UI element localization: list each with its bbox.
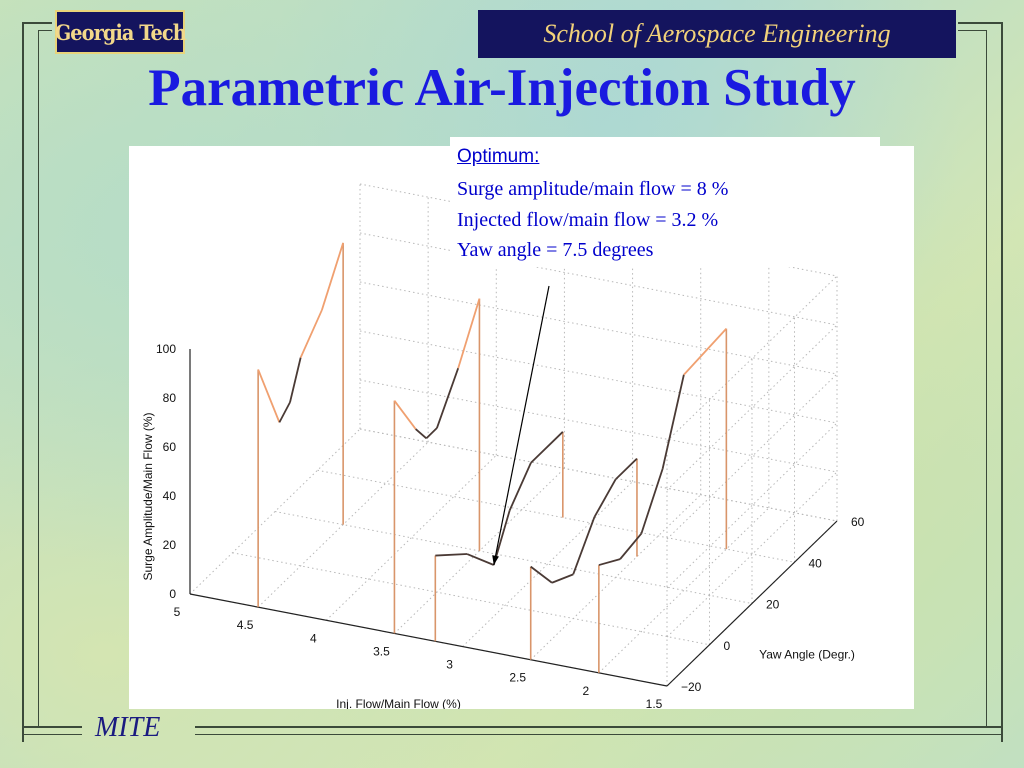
x-tick-label: 4 bbox=[310, 631, 317, 645]
frame-line-bottom-right-2 bbox=[195, 734, 1003, 735]
frame-line-left-inner bbox=[38, 30, 39, 726]
optimum-annotation: Optimum: Surge amplitude/main flow = 8 %… bbox=[450, 137, 880, 267]
x-tick-label: 3 bbox=[446, 658, 453, 672]
series-2-segment bbox=[492, 510, 511, 566]
back-wall-gridline-z-3 bbox=[666, 373, 838, 540]
floor-gridline-y-4 bbox=[359, 428, 838, 522]
z-tick-label: 100 bbox=[156, 342, 176, 356]
series-4-segment bbox=[661, 374, 685, 470]
x-tick-label: 2 bbox=[583, 684, 590, 698]
series-3-segment bbox=[551, 573, 574, 584]
series-0-segment bbox=[321, 242, 345, 311]
x-tick-label: 5 bbox=[174, 605, 181, 619]
floor-gridline-x-2 bbox=[325, 454, 497, 621]
floor-gridline-x-4 bbox=[462, 481, 633, 647]
y-axis-line bbox=[666, 520, 838, 687]
frame-line-bottom-right bbox=[195, 726, 1003, 728]
side-wall-gridline-z-2 bbox=[359, 330, 838, 424]
frame-line-bottom-left-2 bbox=[22, 734, 82, 735]
annotation-line-injected: Injected flow/main flow = 3.2 % bbox=[457, 209, 719, 231]
floor-gridline-x-6 bbox=[598, 507, 770, 674]
frame-line-left-outer bbox=[22, 22, 24, 742]
y-tick-label: 60 bbox=[851, 515, 865, 529]
series-1-segment bbox=[393, 400, 417, 430]
series-2-segment bbox=[530, 431, 564, 464]
series-0-segment bbox=[257, 369, 281, 423]
z-tick-label: 0 bbox=[169, 587, 176, 601]
frame-line-right-outer bbox=[1001, 22, 1003, 742]
series-1-segment bbox=[415, 428, 427, 440]
slide-title: Parametric Air-Injection Study bbox=[148, 59, 856, 117]
frame-line-top-outer bbox=[22, 22, 52, 24]
series-3-segment bbox=[572, 516, 596, 575]
y-tick-label: 0 bbox=[724, 639, 731, 653]
school-banner: School of Aerospace Engineering bbox=[478, 10, 956, 58]
series-0-segment bbox=[278, 401, 291, 423]
chart-svg: 5 4.5 4 3.5 3 2.5 2 1.5 −20 0 20 40 60 0 20 40 60 80 100 In… bbox=[141, 183, 865, 709]
series-3-segment bbox=[615, 457, 638, 480]
optimum-arrow-line bbox=[493, 285, 550, 566]
frame-line-bottom-left bbox=[22, 726, 82, 728]
z-tick-label: 80 bbox=[163, 391, 177, 405]
x-tick-label: 1.5 bbox=[646, 697, 663, 709]
series-4-segment bbox=[683, 327, 728, 376]
footer-label: MITE bbox=[95, 712, 161, 743]
optimum-arrowhead bbox=[492, 555, 499, 565]
y-tick-label: 20 bbox=[766, 598, 780, 612]
school-name: School of Aerospace Engineering bbox=[543, 19, 891, 48]
y-axis-title: Yaw Angle (Degr.) bbox=[759, 648, 855, 662]
frame-line-top-inner-right bbox=[958, 30, 986, 31]
z-tick-label: 60 bbox=[163, 440, 177, 454]
z-tick-label: 20 bbox=[163, 538, 177, 552]
y-tick-label: 40 bbox=[809, 556, 823, 570]
x-tick-label: 4.5 bbox=[237, 618, 254, 632]
series-4-segment bbox=[619, 533, 643, 560]
back-wall-gridline-z-5 bbox=[666, 275, 838, 442]
x-tick-label: 3.5 bbox=[373, 644, 390, 658]
side-wall-gridline-z-3 bbox=[359, 281, 838, 375]
logo-text: Georgia Tech bbox=[54, 19, 186, 45]
floor-gridline-y-1 bbox=[232, 552, 710, 646]
x-axis-title: Inj. Flow/Main Flow (%) bbox=[336, 697, 461, 709]
z-axis-title: Surge Amplitude/Main Flow (%) bbox=[141, 412, 155, 580]
series-1-segment bbox=[425, 427, 438, 439]
series-2-segment bbox=[508, 462, 532, 511]
y-tick-label: −20 bbox=[681, 680, 702, 694]
back-wall-gridline-z-1 bbox=[666, 471, 838, 638]
annotation-line-yaw: Yaw angle = 7.5 degrees bbox=[457, 239, 654, 261]
series-1-segment bbox=[457, 298, 481, 369]
series-2-segment bbox=[466, 553, 495, 566]
series-2-segment bbox=[435, 553, 468, 557]
series-0-segment bbox=[289, 357, 302, 403]
x-axis-line bbox=[189, 593, 668, 687]
x-tick-label: 2.5 bbox=[509, 671, 526, 685]
georgia-tech-logo: Georgia Tech bbox=[54, 10, 187, 54]
series-4-segment bbox=[598, 558, 621, 566]
series-1-segment bbox=[436, 367, 460, 429]
frame-line-top-inner bbox=[38, 30, 52, 31]
frame-line-top-outer-right bbox=[958, 22, 1003, 24]
series-3-segment bbox=[530, 565, 553, 584]
annotation-line-surge: Surge amplitude/main flow = 8 % bbox=[457, 178, 729, 200]
side-wall-gridline-z-1 bbox=[359, 379, 838, 473]
z-tick-label: 40 bbox=[163, 489, 177, 503]
back-wall-gridline-z-4 bbox=[666, 324, 838, 491]
series-3-segment bbox=[593, 478, 617, 518]
back-wall-gridline-z-2 bbox=[666, 422, 838, 589]
series-0-segment bbox=[299, 309, 323, 359]
frame-line-right-inner bbox=[986, 30, 987, 726]
series-4-segment bbox=[640, 468, 664, 534]
floor-gridline-y-3 bbox=[317, 469, 795, 563]
annotation-heading: Optimum: bbox=[457, 146, 540, 167]
